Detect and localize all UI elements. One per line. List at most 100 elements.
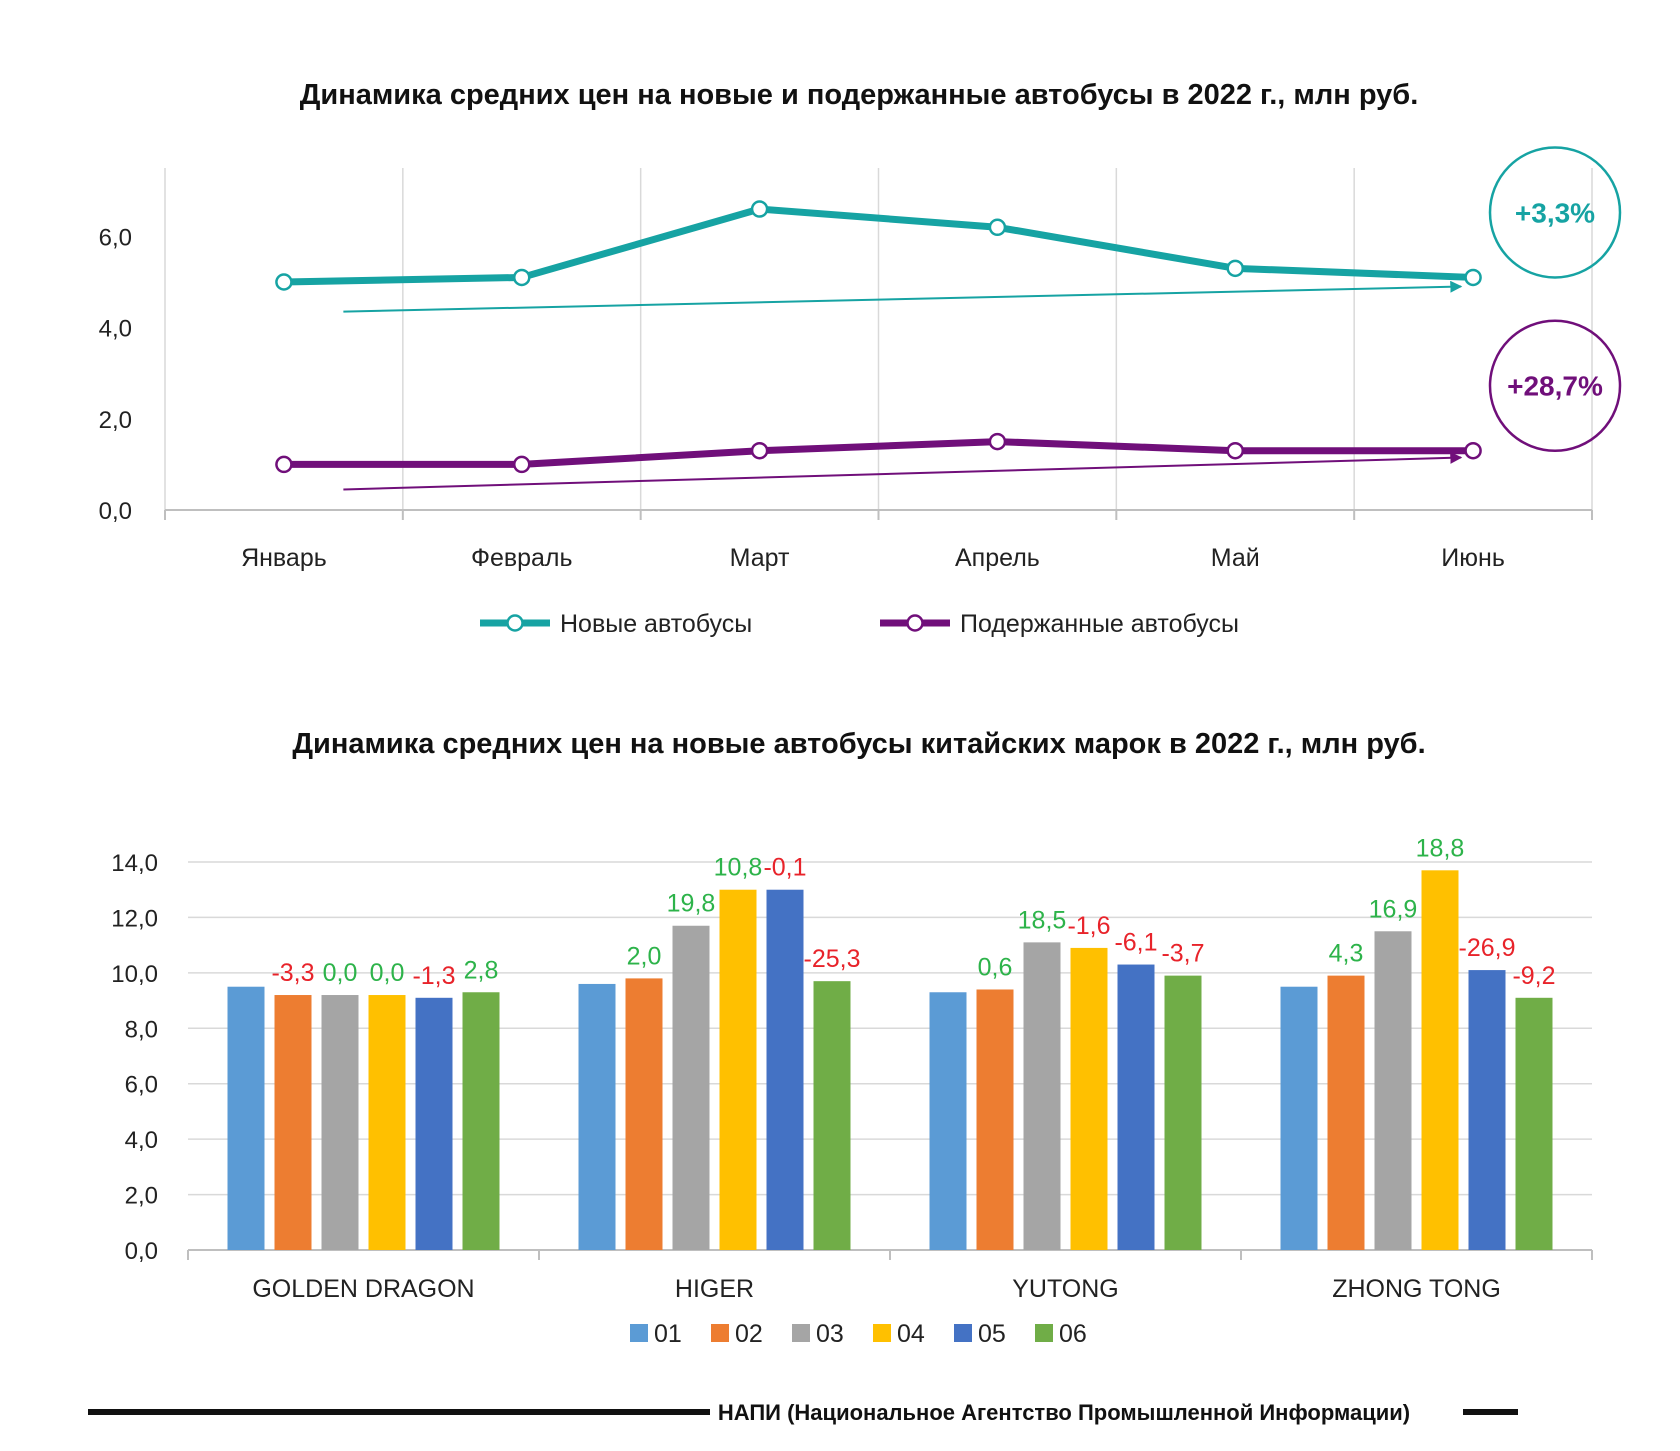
- data-point: [513, 455, 531, 474]
- legend-marker: [906, 614, 924, 632]
- data-label: 10,8: [714, 854, 763, 882]
- y-tick-label: 10,0: [111, 961, 158, 988]
- data-point: [1464, 441, 1482, 460]
- x-tick-label: GOLDEN DRAGON: [252, 1275, 474, 1303]
- data-label: -1,6: [1067, 912, 1110, 940]
- bar-chart-bars: [227, 870, 1553, 1250]
- line-chart-series: [275, 200, 1482, 474]
- data-label: 0,0: [370, 959, 405, 987]
- bar: [321, 995, 359, 1250]
- x-tick-label: Июнь: [1441, 544, 1505, 572]
- annotation-label: +28,7%: [1507, 371, 1603, 402]
- data-label: -3,3: [271, 959, 314, 987]
- y-tick-label: 6,0: [125, 1072, 158, 1099]
- y-tick-label: 4,0: [125, 1127, 158, 1154]
- bar: [462, 992, 500, 1250]
- x-tick-label: Январь: [241, 544, 327, 572]
- y-tick-label: 14,0: [111, 850, 158, 877]
- legend-label: 05: [978, 1320, 1006, 1348]
- data-label: 2,8: [464, 956, 499, 984]
- line-chart-grid: [164, 168, 1593, 510]
- data-point: [750, 200, 769, 218]
- y-tick-label: 4,0: [99, 316, 132, 343]
- bar: [766, 889, 804, 1250]
- x-tick-label: YUTONG: [1012, 1275, 1119, 1303]
- bar: [1023, 942, 1061, 1250]
- line-chart-annotations: +3,3% +28,7%: [1488, 146, 1622, 452]
- series-line: [280, 205, 1477, 286]
- annotation-label: +3,3%: [1515, 197, 1595, 228]
- source-credit: НАПИ (Национальное Агентство Промышленно…: [718, 1400, 1410, 1425]
- data-label: 16,9: [1369, 895, 1418, 923]
- data-point: [988, 218, 1007, 237]
- bar: [227, 986, 265, 1250]
- x-tick-label: Май: [1211, 544, 1260, 572]
- data-point: [1464, 268, 1482, 287]
- y-tick-label: 12,0: [111, 905, 158, 932]
- data-label: -1,3: [412, 962, 455, 990]
- legend-label: 06: [1059, 1320, 1087, 1348]
- y-tick-label: 6,0: [99, 224, 132, 251]
- data-point: [275, 455, 293, 474]
- bar: [1164, 975, 1202, 1250]
- y-tick-label: 0,0: [125, 1238, 158, 1265]
- line-chart-x-axis: Январь Февраль Март Апрель Май Июнь: [164, 509, 1593, 572]
- bar: [1117, 964, 1155, 1250]
- data-label: -26,9: [1459, 934, 1516, 962]
- bar: [1515, 997, 1553, 1250]
- line-chart-title: Динамика средних цен на новые и подержан…: [300, 79, 1419, 111]
- data-label: -9,2: [1512, 962, 1555, 990]
- data-label: -0,1: [763, 854, 806, 882]
- bar-chart-y-axis: 0,0 2,0 4,0 6,0 8,0 10,0 12,0 14,0: [111, 850, 158, 1265]
- line-chart-y-axis: 0,0 2,0 4,0 6,0: [99, 224, 132, 525]
- bar: [1374, 931, 1412, 1250]
- legend-label: 03: [816, 1320, 844, 1348]
- series-line: [280, 438, 1477, 468]
- legend-swatch: [1035, 1324, 1053, 1342]
- legend-swatch: [873, 1324, 891, 1342]
- data-point: [750, 441, 769, 460]
- trend-arrow: [343, 280, 1463, 313]
- y-tick-label: 8,0: [125, 1016, 158, 1043]
- data-label: 0,0: [323, 959, 358, 987]
- trend-arrow: [343, 451, 1463, 491]
- data-label: 19,8: [667, 890, 716, 918]
- data-label: -6,1: [1114, 929, 1157, 957]
- legend-label: Новые автобусы: [560, 610, 752, 638]
- legend-label: 04: [897, 1320, 925, 1348]
- data-point: [513, 268, 531, 287]
- bar-chart-x-axis: GOLDEN DRAGON HIGER YUTONG ZHONG TONG: [187, 1249, 1593, 1303]
- line-chart-trend-arrows: [343, 280, 1463, 491]
- data-point: [1226, 259, 1244, 278]
- data-label: 2,0: [627, 942, 662, 970]
- bar: [929, 992, 967, 1250]
- bar: [813, 981, 851, 1250]
- x-tick-label: Март: [730, 544, 790, 572]
- bar: [976, 989, 1014, 1250]
- legend-swatch: [711, 1324, 729, 1342]
- data-label: 18,8: [1416, 834, 1465, 862]
- y-tick-label: 0,0: [99, 498, 132, 525]
- x-tick-label: Апрель: [955, 544, 1040, 572]
- data-label: 18,5: [1018, 906, 1067, 934]
- data-point: [1226, 441, 1244, 460]
- footer: НАПИ (Национальное Агентство Промышленно…: [88, 1400, 1518, 1425]
- legend-label: 02: [735, 1320, 763, 1348]
- legend-swatch: [630, 1324, 648, 1342]
- data-point: [275, 273, 293, 291]
- legend-label: 01: [654, 1320, 682, 1348]
- bar-chart: Динамика средних цен на новые автобусы к…: [111, 728, 1593, 1348]
- x-tick-label: Февраль: [471, 544, 573, 572]
- x-tick-label: ZHONG TONG: [1332, 1275, 1501, 1303]
- bar: [1327, 975, 1365, 1250]
- y-tick-label: 2,0: [125, 1183, 158, 1210]
- line-chart-legend: Новые автобусы Подержанные автобусы: [480, 610, 1239, 638]
- data-point: [988, 432, 1007, 451]
- bar: [368, 995, 406, 1250]
- legend-swatch: [792, 1324, 810, 1342]
- bar: [672, 925, 710, 1250]
- annotation-circle: [1488, 319, 1622, 452]
- legend-swatch: [954, 1324, 972, 1342]
- bar: [625, 978, 663, 1250]
